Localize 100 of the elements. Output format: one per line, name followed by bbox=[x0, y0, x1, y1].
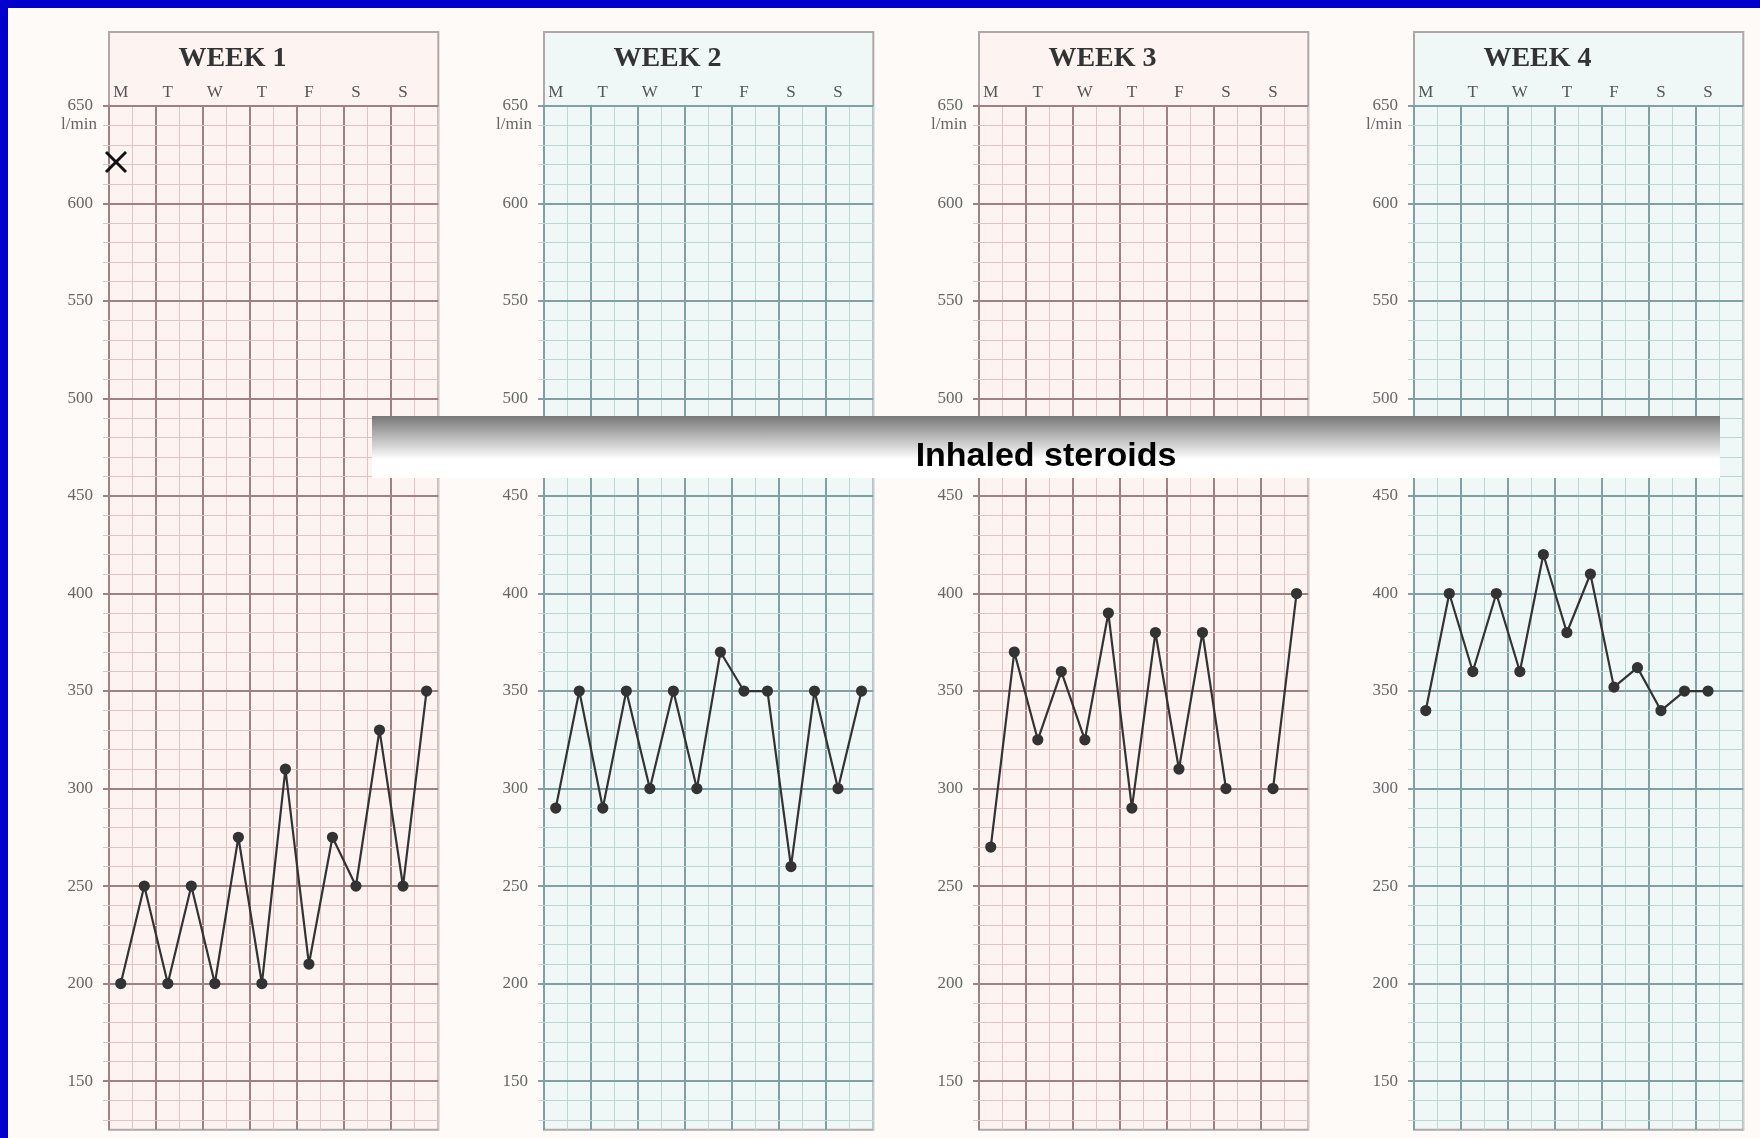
y-tick-label: 200 bbox=[937, 973, 963, 993]
chart-title: WEEK 3 bbox=[1048, 41, 1157, 73]
y-tick-label: 550 bbox=[67, 290, 93, 310]
y-tick-label: 400 bbox=[67, 582, 93, 602]
point bbox=[373, 724, 386, 736]
y-tick-label: 500 bbox=[1372, 387, 1398, 407]
y-tick-label: 600 bbox=[67, 192, 93, 212]
point bbox=[1267, 782, 1279, 795]
point bbox=[1196, 626, 1209, 639]
point bbox=[1467, 665, 1479, 678]
point bbox=[232, 831, 244, 843]
x-tick-label: M bbox=[548, 82, 564, 102]
point bbox=[397, 880, 409, 892]
y-tick-label: 400 bbox=[1372, 582, 1398, 602]
annotation: Inhaled steroids bbox=[915, 435, 1177, 474]
y-tick-label: 550 bbox=[502, 290, 528, 310]
point bbox=[785, 860, 797, 873]
point bbox=[1608, 681, 1620, 693]
point bbox=[1008, 646, 1020, 658]
point bbox=[808, 685, 821, 697]
y-tick-label: 150 bbox=[67, 1070, 93, 1090]
y-tick-label: 300 bbox=[937, 778, 963, 797]
y-axis-title: l/min bbox=[1366, 113, 1403, 133]
point bbox=[1443, 587, 1455, 600]
x-tick-label: S bbox=[1656, 82, 1666, 102]
point bbox=[644, 782, 656, 795]
y-tick-label: 550 bbox=[937, 290, 963, 310]
y-tick-label: 600 bbox=[937, 192, 963, 212]
x-tick-label: W bbox=[1511, 82, 1529, 102]
point bbox=[1702, 685, 1714, 697]
y-tick-label: 650 bbox=[502, 95, 528, 115]
y-tick-label: 250 bbox=[67, 875, 93, 895]
point bbox=[1490, 587, 1502, 600]
point bbox=[761, 685, 774, 697]
point bbox=[1055, 665, 1067, 678]
point bbox=[714, 646, 727, 658]
x-tick-label: M bbox=[983, 82, 999, 102]
y-tick-label: 250 bbox=[502, 875, 528, 895]
x-tick-label: F bbox=[1174, 82, 1184, 102]
y-tick-label: 350 bbox=[67, 680, 93, 700]
point bbox=[691, 782, 703, 795]
point bbox=[209, 977, 221, 990]
caption-banner: Inhaled steroids bbox=[372, 416, 1720, 478]
x-tick-label: T bbox=[256, 82, 268, 102]
point bbox=[667, 685, 679, 697]
x-tick-label: S bbox=[1221, 82, 1231, 102]
point bbox=[1655, 704, 1667, 717]
x-tick-label: W bbox=[1076, 82, 1094, 102]
x-tick-label: T bbox=[1032, 82, 1044, 102]
point bbox=[1290, 587, 1303, 600]
point bbox=[256, 977, 268, 990]
x-tick-label: S bbox=[398, 82, 408, 102]
point bbox=[738, 685, 750, 697]
x-tick-label: W bbox=[641, 82, 659, 102]
point bbox=[115, 977, 127, 990]
point bbox=[1220, 782, 1232, 795]
point bbox=[303, 958, 315, 970]
point bbox=[1584, 568, 1597, 580]
point bbox=[1149, 626, 1162, 639]
y-tick-label: 450 bbox=[67, 485, 93, 505]
y-tick-label: 450 bbox=[502, 485, 528, 505]
x-tick-label: F bbox=[739, 82, 749, 102]
y-axis-title: l/min bbox=[931, 113, 968, 133]
x-tick-label: T bbox=[162, 82, 174, 102]
x-tick-label: W bbox=[206, 82, 224, 102]
y-tick-label: 600 bbox=[1372, 192, 1398, 212]
y-tick-label: 500 bbox=[937, 387, 963, 407]
y-tick-label: 500 bbox=[502, 387, 528, 407]
point bbox=[1514, 665, 1526, 678]
y-tick-label: 250 bbox=[1372, 875, 1398, 895]
point bbox=[1561, 626, 1573, 639]
y-tick-label: 650 bbox=[67, 95, 93, 115]
x-tick-label: T bbox=[691, 82, 703, 102]
chart-title: WEEK 2 bbox=[613, 41, 722, 73]
y-tick-label: 200 bbox=[502, 973, 528, 993]
point bbox=[279, 763, 292, 775]
point bbox=[420, 685, 433, 697]
y-tick-label: 650 bbox=[937, 95, 963, 115]
point bbox=[620, 685, 632, 697]
point bbox=[855, 685, 868, 697]
y-axis-title: l/min bbox=[61, 113, 98, 133]
x-tick-label: M bbox=[1418, 82, 1434, 102]
point bbox=[138, 880, 150, 892]
point bbox=[1631, 662, 1644, 674]
y-tick-label: 250 bbox=[937, 875, 963, 895]
y-tick-label: 200 bbox=[1372, 973, 1398, 993]
point bbox=[550, 802, 562, 814]
point bbox=[1126, 802, 1138, 814]
point bbox=[597, 802, 609, 814]
y-tick-label: 150 bbox=[937, 1070, 963, 1090]
x-tick-label: S bbox=[1268, 82, 1278, 102]
point bbox=[573, 685, 585, 697]
point bbox=[162, 977, 174, 990]
x-tick-label: T bbox=[1126, 82, 1138, 102]
x-tick-label: S bbox=[786, 82, 796, 102]
y-tick-label: 300 bbox=[1372, 778, 1398, 797]
point bbox=[1102, 607, 1114, 619]
x-tick-label: M bbox=[113, 82, 129, 102]
y-tick-label: 600 bbox=[502, 192, 528, 212]
chart-title: WEEK 4 bbox=[1483, 41, 1592, 73]
